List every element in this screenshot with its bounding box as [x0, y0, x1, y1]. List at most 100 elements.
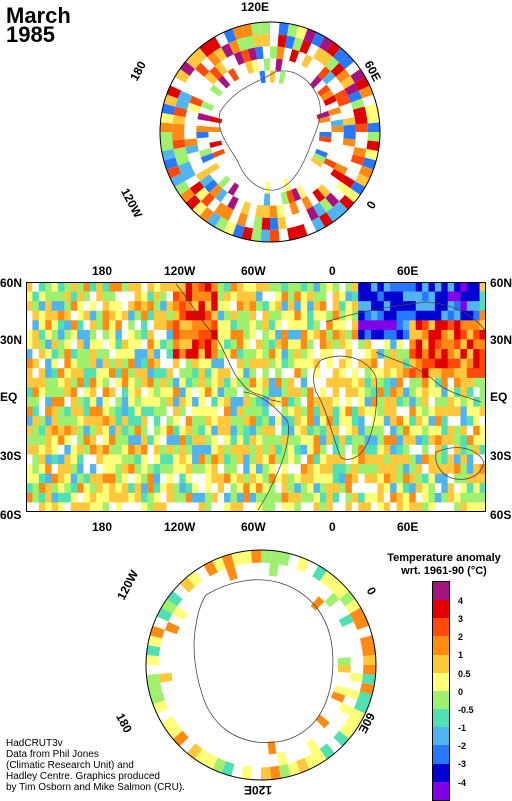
anomaly-cell	[109, 320, 116, 331]
anomaly-cell	[466, 320, 474, 331]
anomaly-cell	[313, 349, 321, 359]
anomaly-cell	[256, 473, 263, 484]
polar-cell	[200, 100, 215, 111]
anomaly-cell	[160, 291, 167, 302]
anomaly-cell	[224, 320, 231, 331]
anomaly-cell	[262, 339, 270, 350]
anomaly-cell	[447, 301, 455, 312]
credit-line-5: by Tim Osborn and Mike Salmon (CRU).	[6, 782, 185, 793]
anomaly-cell	[185, 406, 193, 417]
anomaly-cell	[70, 483, 78, 494]
anomaly-cell	[134, 425, 142, 436]
anomaly-cell	[358, 502, 365, 512]
anomaly-cell	[134, 454, 142, 465]
anomaly-cell	[300, 444, 308, 455]
anomaly-cell	[89, 464, 97, 474]
anomaly-cell	[147, 301, 155, 312]
anomaly-cell	[224, 301, 231, 312]
anomaly-cell	[134, 387, 142, 398]
anomaly-cell	[38, 483, 46, 494]
anomaly-cell	[236, 444, 244, 455]
anomaly-cell	[268, 358, 276, 369]
anomaly-cell	[198, 397, 206, 407]
anomaly-cell	[454, 349, 461, 359]
anomaly-cell	[275, 368, 282, 379]
anomaly-cell	[185, 358, 193, 369]
anomaly-cell	[441, 320, 448, 331]
anomaly-cell	[153, 473, 161, 484]
anomaly-cell	[236, 349, 244, 359]
polar-cell	[267, 740, 277, 755]
anomaly-cell	[32, 349, 40, 359]
anomaly-cell	[428, 329, 436, 340]
anomaly-cell	[428, 483, 436, 494]
anomaly-cell	[287, 397, 295, 407]
anomaly-cell	[64, 358, 72, 369]
anomaly-cell	[204, 320, 212, 331]
anomaly-cell	[147, 425, 155, 436]
anomaly-cell	[454, 483, 461, 494]
legend-label: 3	[458, 614, 464, 625]
anomaly-cell	[473, 310, 480, 321]
anomaly-cell	[204, 464, 212, 474]
polar-cell	[310, 156, 324, 168]
polar-cell	[252, 34, 263, 48]
polar-cell	[214, 188, 228, 203]
anomaly-cell	[460, 349, 468, 359]
anomaly-cell	[121, 454, 129, 465]
anomaly-cell	[396, 358, 404, 369]
australia-outline	[435, 447, 485, 480]
anomaly-cell	[345, 329, 353, 340]
anomaly-cell	[428, 473, 436, 484]
right-lat-30n: 30N	[490, 333, 512, 347]
anomaly-cell	[479, 310, 486, 321]
anomaly-cell	[77, 358, 84, 369]
anomaly-cell	[262, 301, 270, 312]
anomaly-cell	[115, 320, 123, 331]
anomaly-cell	[300, 387, 308, 398]
anomaly-cell	[64, 435, 72, 446]
anomaly-cell	[358, 473, 365, 484]
anomaly-cell	[134, 464, 142, 474]
anomaly-cell	[345, 444, 353, 455]
anomaly-cell	[185, 425, 193, 436]
anomaly-cell	[236, 377, 244, 388]
anomaly-cell	[460, 358, 468, 369]
anomaly-cell	[390, 473, 397, 484]
anomaly-cell	[479, 291, 486, 302]
anomaly-cell	[332, 425, 340, 436]
anomaly-cell	[102, 444, 110, 455]
anomaly-cell	[358, 329, 365, 340]
anomaly-cell	[345, 425, 353, 436]
anomaly-cell	[428, 349, 436, 359]
anomaly-cell	[166, 329, 174, 340]
anomaly-cell	[32, 502, 40, 512]
anomaly-cell	[32, 454, 40, 465]
anomaly-cell	[64, 464, 72, 474]
anomaly-cell	[172, 406, 180, 417]
anomaly-cell	[428, 397, 436, 407]
anomaly-cell	[332, 483, 340, 494]
anomaly-cell	[166, 435, 174, 446]
anomaly-cell	[198, 502, 206, 512]
anomaly-cell	[77, 483, 84, 494]
polar-cell	[147, 682, 163, 695]
anomaly-cell	[268, 301, 276, 312]
polar-cell	[206, 36, 222, 52]
anomaly-cell	[109, 358, 116, 369]
anomaly-cell	[77, 368, 84, 379]
anomaly-cell	[428, 425, 436, 436]
anomaly-cell	[115, 435, 123, 446]
anomaly-cell	[115, 454, 123, 465]
anomaly-cell	[45, 301, 52, 312]
anomaly-cell	[153, 282, 161, 292]
anomaly-cell	[319, 377, 327, 388]
anomaly-cell	[319, 349, 327, 359]
anomaly-cell	[479, 301, 486, 312]
anomaly-cell	[428, 444, 436, 455]
anomaly-cell	[83, 444, 91, 455]
bottom-lon-120w: 120W	[164, 520, 196, 534]
anomaly-cell	[256, 406, 263, 417]
polar-cell	[277, 34, 288, 48]
anomaly-cell	[102, 377, 110, 388]
